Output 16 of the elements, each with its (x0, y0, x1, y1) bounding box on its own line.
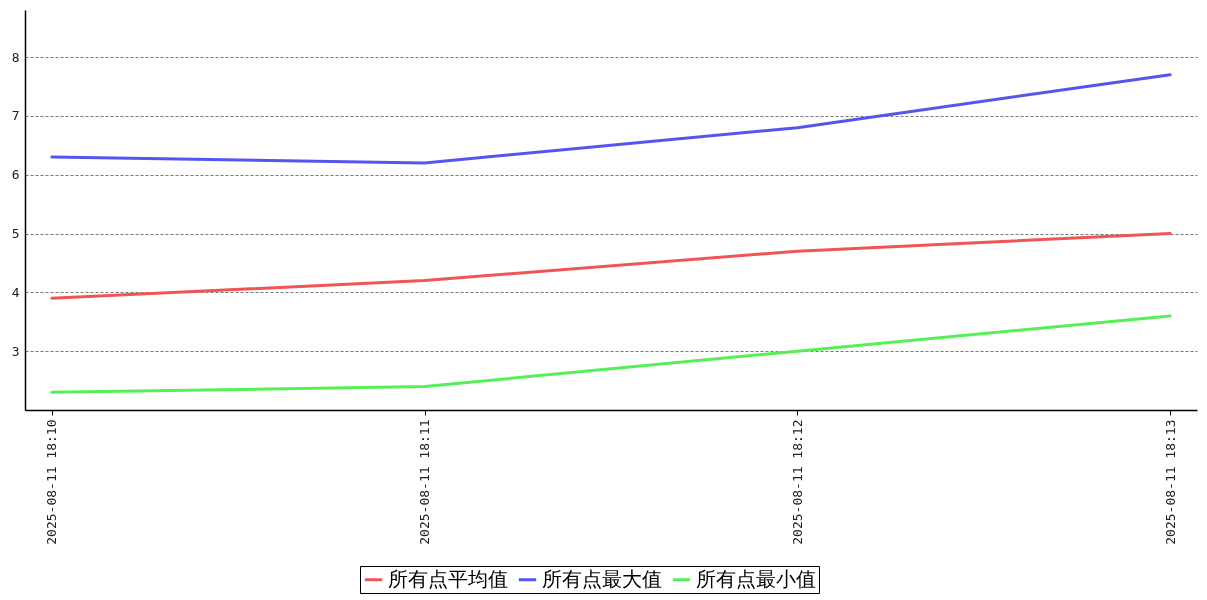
legend-label: 所有点最大值 (542, 566, 662, 591)
x-tick-label: 2025-08-11 18:11 (417, 419, 433, 545)
x-tick-label: 2025-08-11 18:13 (1162, 419, 1178, 545)
y-tick-label: 7 (11, 108, 20, 124)
y-tick-label: 8 (11, 49, 20, 65)
x-tick-label: 2025-08-11 18:10 (44, 419, 60, 545)
y-tick-label: 6 (11, 167, 20, 183)
y-tick-label: 4 (11, 284, 20, 300)
y-tick-label: 3 (11, 343, 20, 359)
legend-label: 所有点平均值 (388, 566, 508, 591)
legend-label: 所有点最小值 (696, 566, 816, 591)
line-series (50, 232, 1172, 300)
y-tick-label: 5 (11, 226, 20, 242)
line-series (50, 73, 1172, 165)
line-series (50, 314, 1172, 394)
x-tick-label: 2025-08-11 18:12 (789, 419, 805, 545)
